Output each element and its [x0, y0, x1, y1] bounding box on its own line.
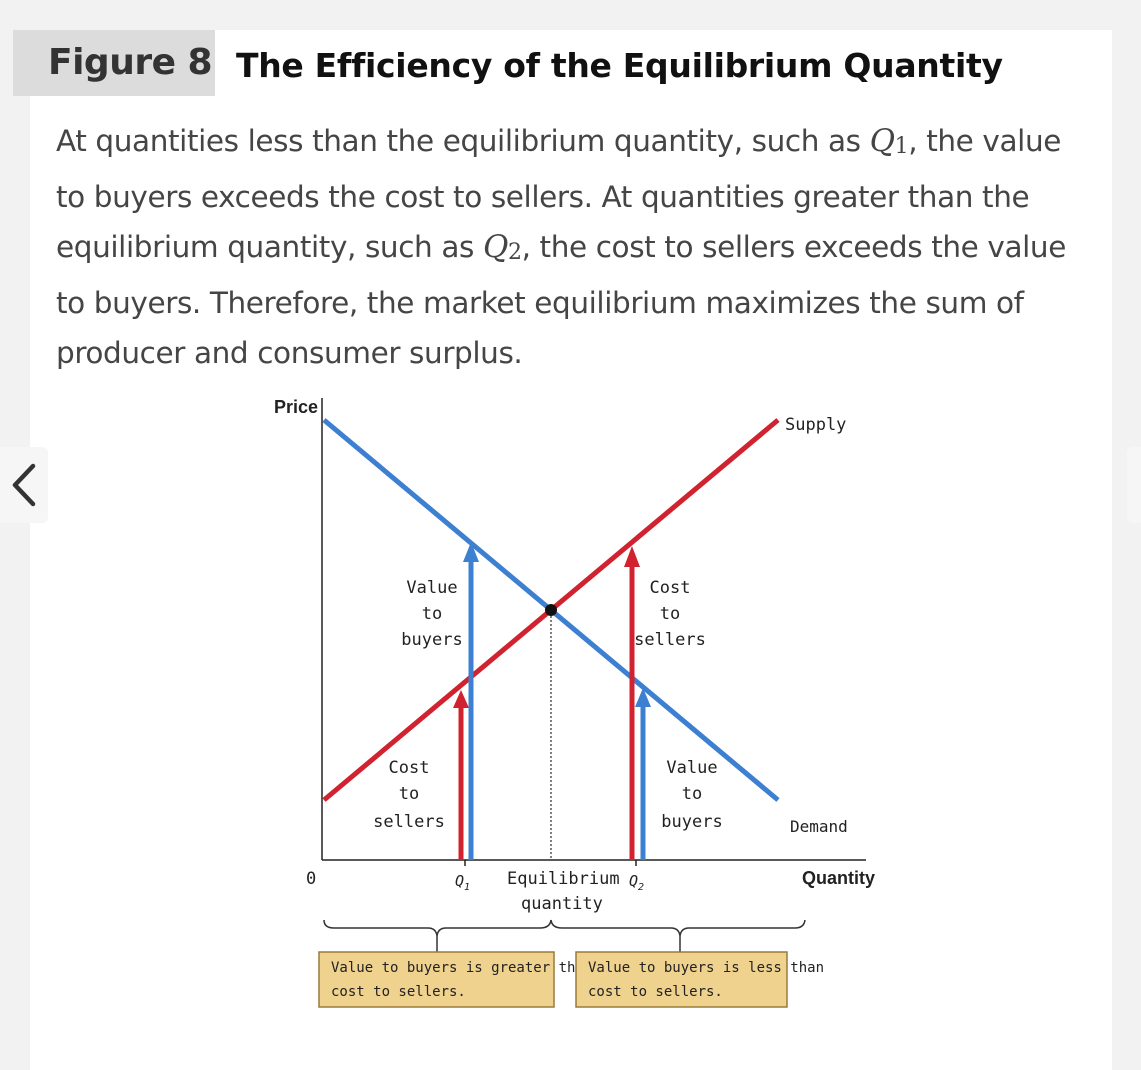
previous-figure-button[interactable] [0, 447, 48, 523]
figure-tag: Figure 8 [13, 30, 215, 96]
right-brace [550, 919, 806, 937]
origin-label: 0 [306, 869, 316, 889]
svg-text:Value to buyers is greater tha: Value to buyers is greater than [331, 960, 592, 976]
right-upper-label: Cost to sellers [634, 578, 706, 650]
demand-label: Demand [790, 817, 848, 836]
q1-label: Q1 [455, 872, 470, 893]
q1-value-arrowhead [463, 542, 479, 562]
caption-text-2: , the value to buyers exceeds the cost t… [56, 124, 1061, 264]
caption-q2: Q2 [482, 229, 522, 265]
svg-text:buyers: buyers [661, 812, 722, 832]
q1-cost-arrowhead [453, 690, 469, 708]
svg-text:to: to [422, 604, 442, 624]
next-figure-button[interactable] [1127, 447, 1141, 523]
caption-q1: Q1 [869, 123, 909, 159]
figure-title: The Efficiency of the Equilibrium Quanti… [236, 46, 1003, 85]
y-axis-label: Price [274, 397, 318, 417]
left-brace [323, 919, 552, 937]
svg-text:sellers: sellers [373, 812, 445, 832]
svg-text:to: to [682, 784, 702, 804]
equilibrium-point [545, 604, 557, 616]
figure-card [30, 30, 1112, 1070]
left-lower-label: Cost to sellers [373, 758, 445, 832]
right-lower-label: Value to buyers [661, 758, 722, 832]
svg-text:buyers: buyers [401, 630, 462, 650]
q2-value-arrowhead [635, 688, 651, 707]
supply-label: Supply [785, 415, 846, 435]
equilibrium-quantity-label-line1: Equilibrium [507, 869, 620, 889]
right-callout-box: Value to buyers is less than cost to sel… [575, 951, 824, 1008]
caption-text-1: At quantities less than the equilibrium … [56, 124, 870, 158]
svg-text:to: to [660, 604, 680, 624]
equilibrium-quantity-label-line2: quantity [521, 894, 603, 914]
svg-text:cost to sellers.: cost to sellers. [331, 984, 466, 1000]
svg-text:cost to sellers.: cost to sellers. [588, 984, 723, 1000]
left-callout-box: Value to buyers is greater than cost to … [318, 951, 592, 1008]
figure-caption: At quantities less than the equilibrium … [56, 116, 1096, 378]
svg-text:sellers: sellers [634, 630, 706, 650]
q2-cost-arrowhead [624, 546, 640, 567]
svg-text:Value: Value [406, 578, 457, 598]
x-axis-label: Quantity [802, 868, 875, 888]
svg-text:Value to buyers is less than: Value to buyers is less than [588, 960, 824, 976]
chevron-left-icon [12, 463, 36, 507]
svg-text:to: to [399, 784, 419, 804]
caption-text-3: , the cost to sellers exceeds the value … [56, 230, 1066, 370]
svg-text:Cost: Cost [389, 758, 430, 778]
q2-label: Q2 [629, 872, 644, 893]
svg-text:Value: Value [666, 758, 717, 778]
left-upper-label: Value to buyers [401, 578, 462, 650]
svg-text:Cost: Cost [650, 578, 691, 598]
